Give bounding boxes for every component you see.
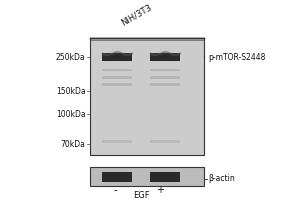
Text: 250kDa: 250kDa (56, 53, 85, 62)
FancyBboxPatch shape (150, 69, 180, 71)
Text: β-actin: β-actin (208, 174, 235, 183)
FancyBboxPatch shape (102, 76, 132, 79)
FancyBboxPatch shape (102, 53, 132, 61)
Text: 70kDa: 70kDa (61, 140, 85, 149)
FancyBboxPatch shape (150, 172, 180, 182)
Text: -: - (114, 185, 117, 195)
Text: 100kDa: 100kDa (56, 110, 85, 119)
FancyBboxPatch shape (150, 83, 180, 86)
FancyBboxPatch shape (150, 76, 180, 79)
FancyBboxPatch shape (150, 140, 180, 143)
FancyBboxPatch shape (102, 69, 132, 71)
FancyBboxPatch shape (150, 53, 180, 61)
Text: p-mTOR-S2448: p-mTOR-S2448 (208, 53, 266, 62)
Text: +: + (157, 185, 164, 195)
FancyBboxPatch shape (102, 172, 132, 182)
FancyBboxPatch shape (102, 83, 132, 86)
Text: 150kDa: 150kDa (56, 87, 85, 96)
FancyBboxPatch shape (90, 38, 204, 155)
FancyBboxPatch shape (90, 167, 204, 186)
Text: EGF: EGF (133, 191, 149, 200)
Text: NIH/3T3: NIH/3T3 (120, 2, 153, 27)
FancyBboxPatch shape (102, 140, 132, 143)
